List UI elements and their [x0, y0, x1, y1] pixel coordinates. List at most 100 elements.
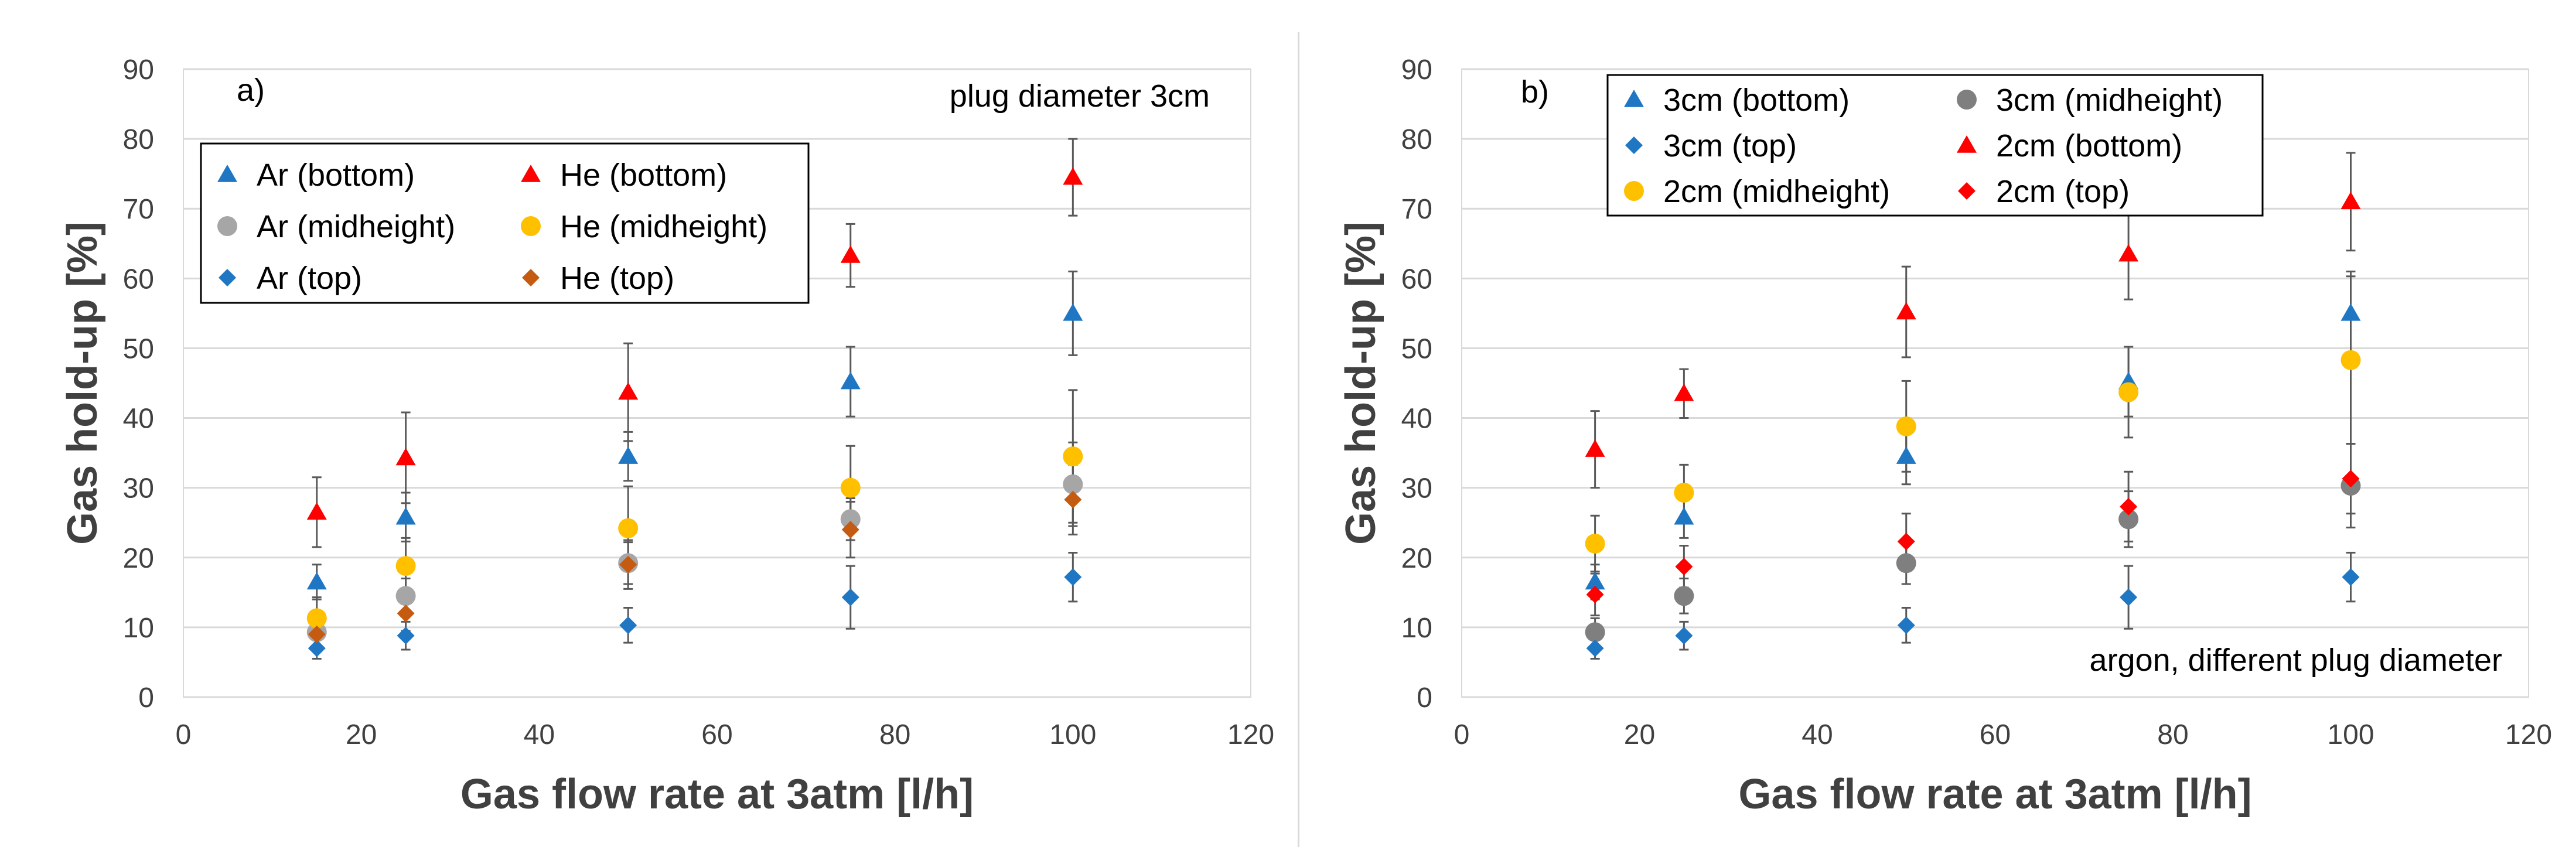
data-point-diamond [841, 588, 859, 606]
chart-annotation: plug diameter 3cm [950, 78, 1210, 114]
legend-marker-diamond [1958, 182, 1975, 200]
x-tick-label: 20 [346, 719, 377, 750]
legend-label: 3cm (top) [1663, 128, 1797, 163]
data-point-circle [1585, 533, 1605, 554]
legend-label: Ar (top) [257, 261, 362, 296]
scatter-chart-a: 0 10 20 30 40 50 60 70 80 90 0 20 40 60 80 100 120 Gas fl… [59, 54, 1274, 818]
legend-marker-circle [521, 216, 541, 236]
data-point-diamond [619, 616, 637, 634]
data-point-circle [1674, 586, 1694, 606]
x-tick-label: 40 [1802, 719, 1833, 750]
data-point-diamond [1897, 532, 1915, 551]
data-point-triangle [618, 382, 639, 400]
data-point-diamond [1675, 558, 1693, 576]
scatter-chart-b: 0 10 20 30 40 50 60 70 80 90 0 20 40 60 80 100 120 Gas fl… [1338, 54, 2552, 818]
data-point-diamond [2342, 568, 2360, 586]
data-point-triangle [395, 507, 416, 525]
legend-label: 2cm (bottom) [1996, 128, 2182, 163]
chart-annotation: argon, different plug diameter [2090, 643, 2502, 678]
data-point-circle [1896, 416, 1916, 436]
data-point-circle [2118, 382, 2139, 402]
x-axis-title: Gas flow rate at 3atm [l/h] [1738, 771, 2251, 818]
legend-marker-triangle [217, 165, 237, 182]
data-point-diamond [2120, 588, 2138, 606]
panel-label: b) [1521, 74, 1549, 110]
x-tick-label: 80 [2157, 719, 2188, 750]
data-point-circle [395, 556, 416, 576]
data-point-triangle [306, 502, 327, 520]
plot-area [183, 69, 1251, 698]
data-point-diamond [1064, 568, 1082, 586]
legend-marker-triangle [1624, 90, 1644, 107]
data-point-diamond [308, 639, 326, 657]
x-tick-label: 120 [1227, 719, 1274, 750]
x-tick-label: 60 [1980, 719, 2011, 750]
y-tick-label: 80 [1401, 124, 1432, 155]
data-point-circle [2340, 350, 2361, 370]
data-point-triangle [1063, 303, 1083, 321]
legend-label: 3cm (bottom) [1663, 83, 1850, 118]
data-point-triangle [306, 572, 327, 590]
y-tick-label: 30 [123, 473, 154, 504]
data-point-diamond [1064, 490, 1082, 508]
y-tick-label: 10 [1401, 613, 1432, 644]
data-point-diamond [397, 627, 415, 645]
legend-marker-circle [217, 216, 237, 236]
data-point-triangle [1896, 302, 1916, 320]
data-point-triangle [1674, 507, 1694, 525]
data-point-circle [1063, 474, 1083, 494]
data-point-triangle [2340, 192, 2361, 210]
x-tick-label: 20 [1624, 719, 1655, 750]
legend-label: 2cm (midheight) [1663, 174, 1890, 209]
y-axis-title: Gas hold-up [%] [59, 221, 106, 545]
data-point-triangle [1585, 572, 1605, 590]
legend-label: 2cm (top) [1996, 174, 2130, 209]
data-point-diamond [1586, 585, 1604, 603]
legend-box [1606, 74, 2264, 217]
legend-label: He (midheight) [560, 209, 767, 244]
y-axis-title: Gas hold-up [%] [1338, 221, 1384, 545]
data-point-diamond [619, 555, 637, 574]
x-tick-label: 60 [701, 719, 732, 750]
y-tick-label: 0 [138, 682, 154, 714]
y-tick-label: 60 [1401, 264, 1432, 295]
data-point-triangle [618, 446, 639, 464]
data-point-diamond [1675, 627, 1693, 645]
data-point-circle [840, 509, 861, 530]
y-tick-label: 40 [1401, 404, 1432, 435]
y-tick-label: 20 [123, 543, 154, 574]
legend-box [200, 142, 810, 304]
legend-marker-circle [1624, 181, 1644, 201]
legend-label: 3cm (midheight) [1996, 83, 2223, 118]
x-tick-label: 100 [1049, 719, 1096, 750]
data-point-diamond [1586, 639, 1604, 657]
x-tick-label: 0 [176, 719, 192, 750]
legend-marker-triangle [1957, 135, 1977, 153]
data-point-circle [1585, 622, 1605, 643]
legend-marker-diamond [1625, 136, 1643, 154]
data-point-circle [840, 477, 861, 498]
data-point-triangle [1674, 383, 1694, 401]
data-point-circle [2118, 509, 2139, 530]
data-point-triangle [840, 371, 861, 390]
data-point-triangle [2118, 244, 2139, 262]
chart-panel-b: 0 10 20 30 40 50 60 70 80 90 0 20 40 60 80 100 120 Gas fl… [1310, 0, 2576, 847]
data-point-circle [306, 608, 327, 629]
data-point-triangle [840, 245, 861, 263]
data-point-diamond [308, 625, 326, 643]
data-point-diamond [2342, 470, 2360, 488]
legend-marker-triangle [521, 165, 541, 182]
legend-label: He (top) [560, 261, 674, 296]
x-tick-label: 0 [1454, 719, 1470, 750]
data-point-circle [1896, 553, 1916, 574]
data-point-circle [395, 586, 416, 606]
y-tick-label: 40 [123, 404, 154, 435]
y-tick-label: 10 [123, 613, 154, 644]
data-point-circle [1674, 483, 1694, 503]
data-point-diamond [397, 605, 415, 623]
y-tick-label: 90 [1401, 54, 1432, 86]
y-tick-label: 70 [123, 194, 154, 225]
legend-marker-circle [1957, 90, 1977, 110]
y-tick-label: 0 [1417, 682, 1432, 714]
y-tick-label: 70 [1401, 194, 1432, 225]
